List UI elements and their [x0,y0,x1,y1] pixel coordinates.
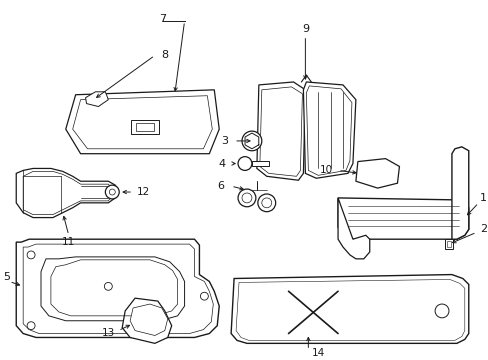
Text: 7: 7 [159,14,166,24]
Ellipse shape [238,189,255,207]
Polygon shape [16,168,118,217]
Ellipse shape [27,322,35,330]
Polygon shape [303,82,355,178]
Ellipse shape [261,198,271,208]
Polygon shape [337,198,369,259]
Polygon shape [355,159,399,188]
Text: 6: 6 [217,181,224,191]
Ellipse shape [238,157,251,170]
Polygon shape [131,120,159,134]
Ellipse shape [242,193,251,203]
Ellipse shape [200,292,208,300]
Polygon shape [231,275,468,343]
Text: 8: 8 [161,50,168,60]
Text: 1: 1 [479,193,486,203]
Text: 2: 2 [479,224,486,234]
Polygon shape [16,239,219,337]
Polygon shape [256,82,305,180]
Polygon shape [446,241,450,247]
Text: 14: 14 [311,348,324,358]
Polygon shape [65,90,219,154]
Polygon shape [136,123,154,131]
Ellipse shape [434,304,448,318]
Ellipse shape [109,189,115,195]
Text: 12: 12 [136,187,149,197]
Ellipse shape [242,131,261,151]
Polygon shape [337,198,468,239]
Polygon shape [130,304,167,336]
Text: 11: 11 [62,237,75,247]
Polygon shape [85,92,108,107]
Ellipse shape [257,194,275,212]
Text: 4: 4 [218,158,225,168]
Ellipse shape [104,283,112,290]
Text: 10: 10 [319,165,332,175]
Polygon shape [451,147,468,239]
Ellipse shape [105,185,119,199]
Text: 9: 9 [301,24,308,34]
Polygon shape [251,161,268,166]
Polygon shape [444,239,452,249]
Text: 13: 13 [102,328,115,338]
Text: 3: 3 [221,136,228,146]
Polygon shape [41,257,184,321]
Text: 5: 5 [3,271,10,282]
Ellipse shape [27,251,35,259]
Polygon shape [122,298,171,343]
